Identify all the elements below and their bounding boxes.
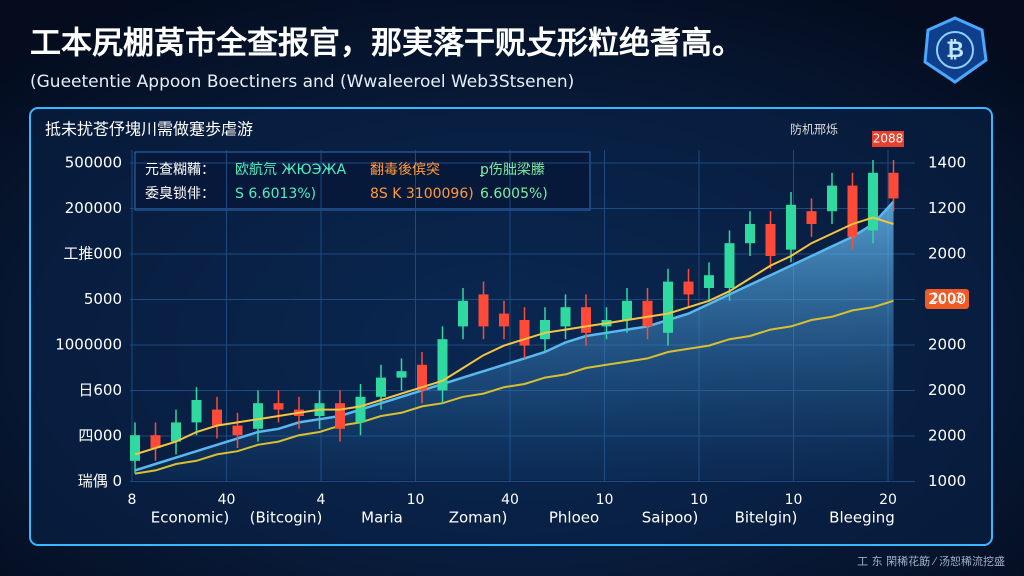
svg-text:₿: ₿ [946,38,964,63]
subtitle: (Gueetentie Appoon Boectiners and (Wwale… [30,72,574,92]
info-text: 8S K 3100096) [370,186,474,202]
y-label-left: 5000 [84,290,122,308]
info-text: 委臭锁俳： [145,186,215,202]
x-label-top: 4 [317,492,326,508]
x-label-top: 10 [596,492,614,508]
candle-body [232,425,243,436]
top-right-tag [872,131,904,147]
footnote: 工 东 閑稀花筯 ⁄ 汤恕稀流挖盛 [857,554,1005,568]
area-line [134,200,895,472]
x-label-top: 10 [690,492,708,508]
y-label-left: 日600 [78,381,122,399]
ma-line [134,216,894,456]
x-label-bottom: (Bitcogin) [250,509,323,527]
y-label-right: 1400 [928,154,966,172]
y-label-right: 1000 [928,472,966,490]
x-label-bottom: Phloeo [549,509,599,527]
candle-body [253,403,263,429]
x-label-bottom: Bleeging [829,509,895,527]
trend-line [134,299,894,475]
price-tag-text: 2003 [930,292,963,307]
y-label-right: 2000 [928,336,966,354]
candle-body [827,185,837,212]
y-label-right: 2000 [928,245,966,263]
candle-body [437,339,448,391]
candle-body [806,211,817,224]
candle-body [663,281,673,333]
candle-body [376,377,386,397]
y-label-right: 2000 [928,381,966,399]
x-label-top: 10 [785,492,803,508]
y-label-right: 1200 [928,199,966,217]
y-label-right: 2000 [928,427,966,445]
y-label-left: 四000 [78,427,122,445]
candle-body [417,364,427,391]
info-text: 翻毒後傧突 [370,162,440,178]
candle-body [458,300,468,327]
x-label-bottom: Bitelgin) [735,509,798,527]
x-label-top: 20 [879,492,897,508]
bitcoin-logo: ₿ [923,16,988,84]
candle-body [765,224,776,256]
top-right-label: 防机邢烁 [790,122,838,137]
x-label-top: 10 [407,492,425,508]
candle-body [335,403,345,429]
y-label-right: 2000 [928,290,966,308]
candle-body [273,403,284,410]
candle-body [786,204,796,250]
candle-body [622,300,632,320]
info-text: ꝑ伤胐梁縢 [479,161,545,178]
y-label-left: 1000000 [55,336,122,354]
info-text: S 6.6013%) [235,186,316,202]
info-text: 元查糊鞴： [145,162,215,178]
x-label-bottom: Zoman) [449,509,508,527]
info-text: 欧航氘 ЖЮЭЖА [235,162,346,178]
x-label-bottom: Economic) [151,509,229,527]
candle-body [396,371,407,378]
x-label-top: 8 [128,492,137,508]
candle-body [499,313,509,327]
candle-body [519,320,530,346]
top-right-value: 2088 [873,132,904,146]
candle-body [130,435,140,461]
candle-body [724,243,735,288]
candle-body [888,172,899,199]
candle-body [478,294,489,327]
candle-body [868,172,878,231]
candle-body [171,422,181,442]
candle-body [212,409,222,426]
candle-body [581,307,591,333]
y-label-left: 500000 [65,154,122,172]
candle-body [745,224,755,244]
area [135,201,894,480]
price-tag [925,289,969,309]
candle-body [355,396,366,423]
candle-body [683,281,694,295]
x-label-bottom: Maria [361,509,403,527]
panel-title: 抵未扰苍伃塊川需做蹇歩虐游 [45,120,253,139]
x-label-top: 40 [501,492,519,508]
y-label-left: 200000 [65,199,122,217]
title: 工本尻棚莴市全查报官，那実落干贶攴形粒绝耆高。 [30,26,743,62]
candle-body [540,320,550,340]
candle-body [642,300,653,327]
x-label-top: 40 [218,492,236,508]
candle-body [704,275,714,288]
y-label-left: 瑞偶 0 [78,472,122,490]
info-text: 6.6005%) [480,186,548,202]
info-box [134,151,591,211]
x-label-bottom: Saipoo) [642,509,699,527]
candle-body [191,400,202,423]
y-label-left: 工推000 [63,245,122,263]
candle-body [847,185,858,237]
candle-body [150,435,161,448]
candle-body [560,307,571,327]
